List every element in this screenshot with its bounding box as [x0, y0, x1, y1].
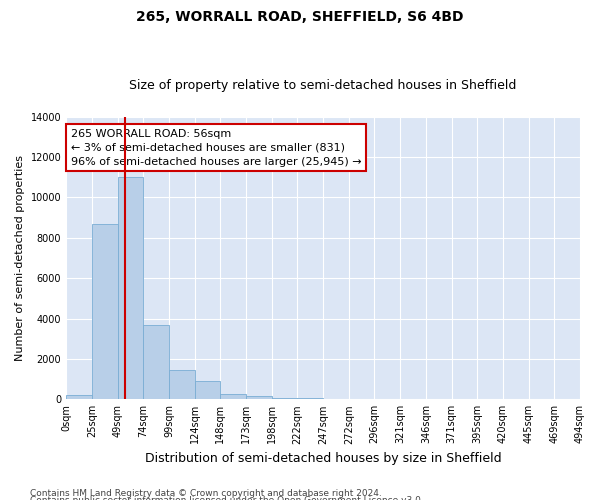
Bar: [246, 396, 272, 400]
Bar: [66, 396, 92, 400]
Title: Size of property relative to semi-detached houses in Sheffield: Size of property relative to semi-detach…: [130, 79, 517, 92]
Text: 265, WORRALL ROAD, SHEFFIELD, S6 4BD: 265, WORRALL ROAD, SHEFFIELD, S6 4BD: [136, 10, 464, 24]
X-axis label: Distribution of semi-detached houses by size in Sheffield: Distribution of semi-detached houses by …: [145, 452, 502, 465]
Bar: [169, 370, 194, 400]
Text: 265 WORRALL ROAD: 56sqm
← 3% of semi-detached houses are smaller (831)
96% of se: 265 WORRALL ROAD: 56sqm ← 3% of semi-det…: [71, 129, 361, 167]
Bar: [118, 178, 143, 400]
Bar: [143, 324, 169, 400]
Y-axis label: Number of semi-detached properties: Number of semi-detached properties: [15, 155, 25, 361]
Bar: [323, 398, 349, 400]
Bar: [272, 398, 298, 400]
Bar: [220, 394, 246, 400]
Bar: [194, 381, 220, 400]
Bar: [92, 224, 118, 400]
Text: Contains public sector information licensed under the Open Government Licence v3: Contains public sector information licen…: [30, 496, 424, 500]
Text: Contains HM Land Registry data © Crown copyright and database right 2024.: Contains HM Land Registry data © Crown c…: [30, 488, 382, 498]
Bar: [298, 398, 323, 400]
